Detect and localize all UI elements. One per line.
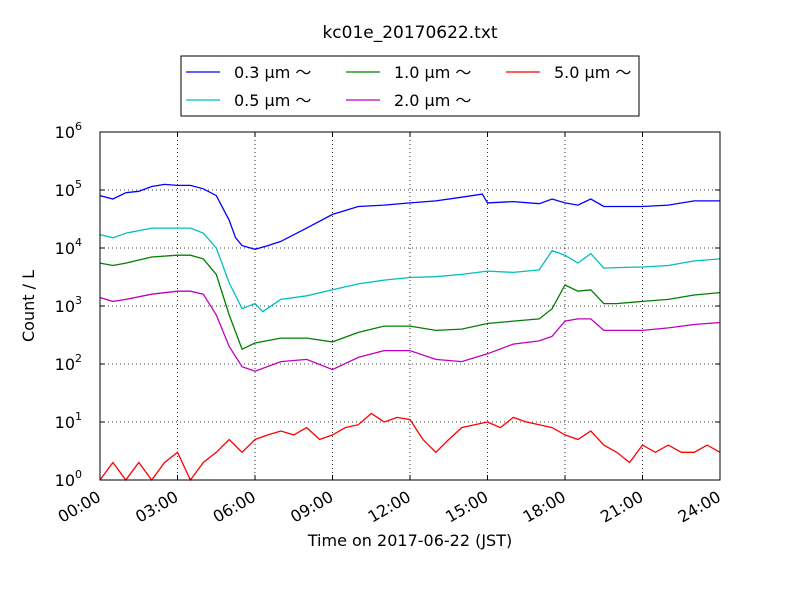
y-tick-base: 10: [55, 413, 75, 432]
y-tick-exponent: 2: [75, 352, 82, 365]
chart-title: kc01e_20170622.txt: [322, 23, 497, 43]
legend-label: 0.5 μm ～: [234, 91, 311, 110]
y-tick-base: 10: [55, 355, 75, 374]
y-tick-label: 103: [55, 294, 82, 316]
y-tick-base: 10: [55, 471, 75, 490]
series-layer: [99, 183, 721, 482]
y-tick-label: 100: [55, 468, 82, 490]
x-tick-label: 18:00: [520, 487, 569, 527]
y-tick-exponent: 0: [75, 468, 82, 481]
x-tick-label: 15:00: [442, 487, 491, 527]
series-line-3: [99, 290, 721, 372]
x-axis: 00:00 03:00 06:00 09:00 12:00 15:00 18:00 21:00…: [55, 132, 724, 527]
grid: [100, 132, 720, 480]
x-tick-label: 03:00: [132, 487, 181, 527]
x-tick-label: 12:00: [365, 487, 414, 527]
x-tick-label: 24:00: [675, 487, 724, 527]
legend-label: 5.0 μm ～: [554, 63, 631, 82]
legend-label: 1.0 μm ～: [394, 63, 471, 82]
x-tick-label: 06:00: [210, 487, 259, 527]
y-tick-base: 10: [55, 239, 75, 258]
x-tick-label: 21:00: [597, 487, 646, 527]
x-tick-label: 09:00: [287, 487, 336, 527]
series-line-0: [99, 183, 720, 250]
y-tick-exponent: 4: [75, 236, 82, 249]
legend-label: 2.0 μm ～: [394, 91, 471, 110]
y-tick-label: 101: [55, 410, 82, 432]
legend-frame: [180, 55, 640, 117]
legend: 0.3 μm ～ 0.5 μm ～ 1.0 μm ～ 2.0 μm ～ 5.0 μm ～: [180, 55, 640, 117]
series-line-2: [99, 254, 721, 351]
series-line-1: [99, 227, 721, 313]
y-tick-label: 102: [55, 352, 82, 374]
y-tick-label: 105: [55, 178, 82, 200]
legend-label: 0.3 μm ～: [234, 63, 311, 82]
y-tick-label: 104: [55, 236, 82, 258]
y-tick-exponent: 6: [75, 120, 82, 133]
y-tick-exponent: 3: [75, 294, 82, 307]
y-tick-base: 10: [55, 123, 75, 142]
y-tick-label: 106: [55, 120, 82, 142]
y-tick-base: 10: [55, 297, 75, 316]
x-axis-label: Time on 2017-06-22 (JST): [307, 531, 512, 550]
series-line-4: [99, 412, 721, 482]
y-tick-exponent: 5: [75, 178, 82, 191]
y-tick-base: 10: [55, 181, 75, 200]
y-tick-exponent: 1: [75, 410, 82, 423]
x-tick-label: 00:00: [55, 487, 104, 527]
y-axis-label: Count / L: [19, 270, 38, 342]
